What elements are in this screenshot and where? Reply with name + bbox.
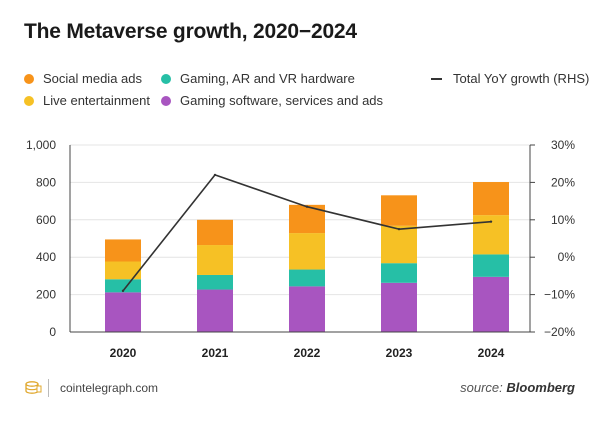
legend-label: Social media ads: [43, 71, 142, 86]
bar-segment: [473, 254, 509, 277]
bar-segment: [473, 182, 509, 216]
legend-line-icon: [431, 77, 442, 80]
tick-labels: 0 200 400 600 800 1,000 −20% −10% 0% 10% 20% 30% 202…: [26, 138, 575, 360]
y-left-tick-label: 1,000: [26, 138, 56, 152]
bar-segment: [105, 292, 141, 332]
y-left-tick-label: 600: [36, 213, 56, 227]
bar-segment: [381, 282, 417, 332]
legend-label: Live entertainment: [43, 93, 150, 108]
legend-item-social-media-ads: Social media ads: [24, 71, 142, 86]
legend-item-live-entertainment: Live entertainment: [24, 93, 150, 108]
bar-segment: [105, 261, 141, 280]
y-left-tick-label: 400: [36, 250, 56, 264]
yoy-growth-point: [121, 289, 125, 293]
yoy-growth-point: [213, 173, 217, 177]
legend-label: Gaming, AR and VR hardware: [180, 71, 355, 86]
bar-segment: [197, 219, 233, 246]
yoy-growth-point: [305, 205, 309, 208]
legend-swatch-icon: [24, 73, 34, 84]
x-tick-label: 2022: [294, 346, 321, 360]
yoy-growth-point: [489, 220, 493, 223]
footer-separator: [48, 379, 49, 397]
x-tick-label: 2023: [386, 346, 413, 360]
legend-label: Total YoY growth (RHS): [453, 71, 590, 86]
legend-swatch-icon: [24, 95, 34, 106]
bar-segment: [197, 289, 233, 332]
y-right-tick-label: −20%: [544, 325, 575, 339]
growth-line: [121, 173, 493, 293]
bar-segment: [105, 239, 141, 262]
cointelegraph-logo-icon[interactable]: [24, 380, 42, 396]
bar-segment: [289, 286, 325, 332]
chart-title: The Metaverse growth, 2020−2024: [24, 20, 357, 43]
y-right-tick-label: 20%: [551, 175, 575, 189]
bar-segment: [473, 276, 509, 332]
x-tick-label: 2020: [110, 346, 137, 360]
footer-source: source: Bloomberg: [460, 380, 575, 395]
bar-segment: [197, 245, 233, 275]
y-left-tick-label: 800: [36, 175, 56, 189]
bars: [105, 182, 509, 332]
footer-site-link[interactable]: cointelegraph.com: [60, 381, 159, 395]
y-right-tick-label: 30%: [551, 138, 575, 152]
bar-segment: [105, 279, 141, 293]
legend-swatch-icon: [161, 95, 171, 106]
bar-segment: [289, 269, 325, 287]
y-right-tick-label: 10%: [551, 213, 575, 227]
yoy-growth-point: [397, 227, 401, 231]
x-tick-label: 2021: [202, 346, 229, 360]
bar-segment: [381, 225, 417, 264]
x-tick-label: 2024: [478, 346, 505, 360]
legend-swatch-icon: [161, 73, 171, 84]
legend-item-gaming-hardware: Gaming, AR and VR hardware: [161, 71, 355, 86]
y-left-tick-label: 200: [36, 288, 56, 302]
bar-segment: [197, 274, 233, 290]
source-name: Bloomberg: [506, 380, 575, 395]
bar-segment: [381, 195, 417, 226]
legend-item-yoy-growth: Total YoY growth (RHS): [431, 71, 589, 86]
y-right-tick-label: −10%: [544, 288, 575, 302]
source-prefix: source:: [460, 380, 507, 395]
legend-label: Gaming software, services and ads: [180, 93, 384, 108]
y-left-tick-label: 0: [49, 325, 56, 339]
bar-segment: [289, 233, 325, 270]
y-right-tick-label: 0%: [558, 250, 576, 264]
legend-item-gaming-software: Gaming software, services and ads: [161, 93, 383, 108]
bar-segment: [381, 263, 417, 283]
axes: [69, 144, 535, 333]
